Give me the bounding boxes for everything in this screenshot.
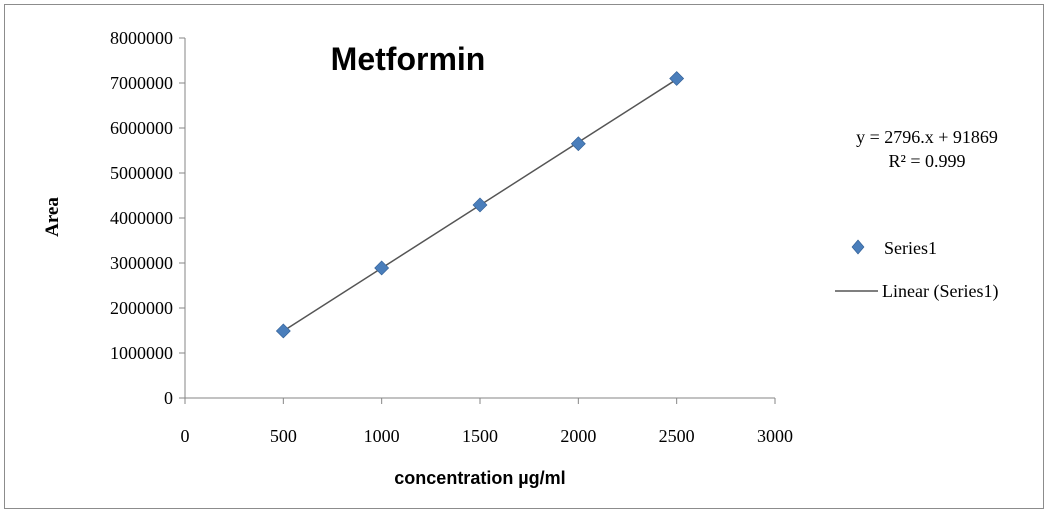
y-tick-label: 2000000: [110, 298, 173, 318]
chart-title: Metformin: [331, 41, 486, 77]
y-tick-label: 6000000: [110, 118, 173, 138]
axes: 0 1000000 2000000 3000000 4000000 5000000 6000…: [110, 28, 793, 446]
y-tick-label: 0: [164, 388, 173, 408]
trendline-equation: y = 2796.x + 91869: [856, 127, 998, 147]
legend: Series1 Linear (Series1): [835, 238, 998, 302]
y-tick-label: 4000000: [110, 208, 173, 228]
legend-marker-series1: [851, 239, 865, 255]
x-tick-label: 1500: [462, 426, 498, 446]
y-tick-label: 8000000: [110, 28, 173, 48]
y-tick-label: 5000000: [110, 163, 173, 183]
data-point: [570, 136, 586, 152]
y-axis-label: Area: [42, 197, 63, 237]
x-tick-label: 0: [181, 426, 190, 446]
chart-frame: [4, 4, 1044, 509]
y-tick-label: 1000000: [110, 343, 173, 363]
y-tick-label: 7000000: [110, 73, 173, 93]
data-point: [472, 197, 488, 213]
legend-label-trendline: Linear (Series1): [882, 281, 998, 302]
x-axis-label: concentration µg/ml: [394, 468, 565, 488]
x-tick-label: 2000: [560, 426, 596, 446]
data-point: [275, 323, 291, 339]
data-points: [275, 71, 685, 339]
y-tick-label: 3000000: [110, 253, 173, 273]
data-point: [669, 71, 685, 86]
x-tick-label: 500: [270, 426, 297, 446]
x-tick-label: 2500: [659, 426, 695, 446]
trendline-r-squared: R² = 0.999: [888, 151, 965, 171]
x-tick-label: 1000: [364, 426, 400, 446]
x-tick-label: 3000: [757, 426, 793, 446]
legend-label-series1: Series1: [884, 238, 937, 258]
data-point: [374, 260, 390, 276]
